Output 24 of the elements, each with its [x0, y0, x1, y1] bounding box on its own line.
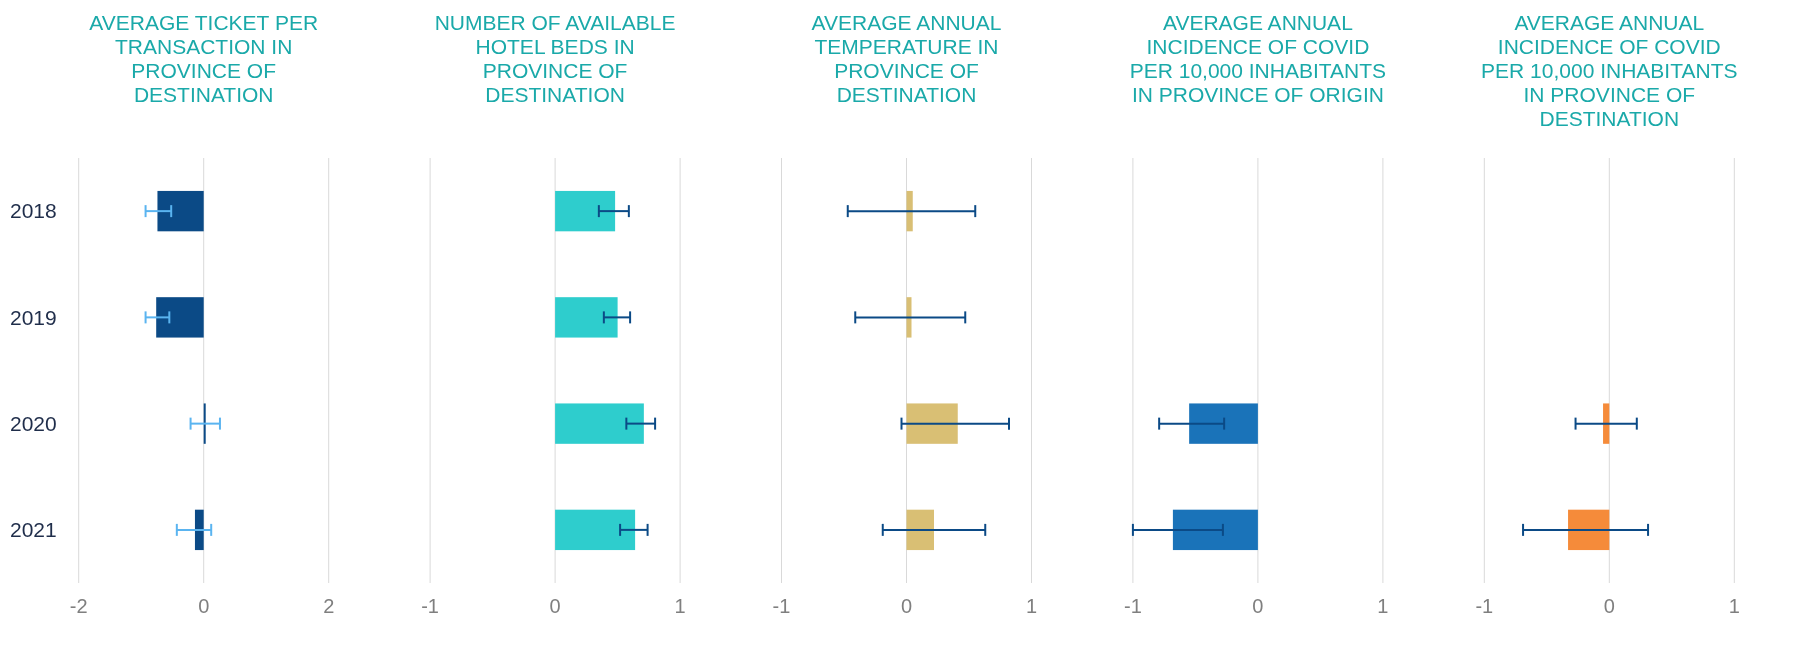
x-tick-label: 0	[198, 595, 210, 617]
x-tick-label: 1	[674, 595, 686, 617]
x-tick-label: 1	[1377, 595, 1389, 617]
chart-title: AVERAGE ANNUAL INCIDENCE OF COVID PER 10,000 INHABITANTS IN PROVINCE OF DESTINATION	[1481, 11, 1738, 130]
chart-title: AVERAGE ANNUAL TEMPERATURE IN PROVINCE OF DESTINATION	[811, 11, 1002, 106]
x-tick-label: -1	[1124, 595, 1142, 617]
x-tick-label: -1	[772, 595, 791, 617]
chart-title: NUMBER OF AVAILABLE HOTEL BEDS IN PROVINCE OF DESTINATION	[434, 11, 676, 106]
y-tick-label: 2018	[9, 199, 57, 223]
x-tick-label: -2	[69, 595, 88, 617]
x-tick-label: 2	[323, 595, 335, 617]
x-tick-label: 0	[1603, 595, 1615, 617]
x-tick-label: -1	[421, 595, 439, 617]
y-tick-label: 2021	[9, 518, 57, 542]
x-tick-label: 0	[1252, 595, 1264, 617]
x-tick-label: 0	[549, 595, 561, 617]
chart-title: AVERAGE TICKET PER TRANSACTION IN PROVINCE OF DESTINATION	[89, 11, 319, 106]
x-tick-label: 1	[1025, 595, 1038, 617]
y-tick-label: 2020	[9, 411, 57, 435]
chart-title: AVERAGE ANNUAL INCIDENCE OF COVID PER 10,000 INHABITANTS IN PROVINCE OF ORIGIN	[1129, 11, 1387, 106]
y-tick-label: 2019	[9, 305, 57, 329]
x-tick-label: -1	[1475, 595, 1494, 617]
x-tick-label: 1	[1728, 595, 1740, 617]
x-tick-label: 0	[900, 595, 913, 617]
